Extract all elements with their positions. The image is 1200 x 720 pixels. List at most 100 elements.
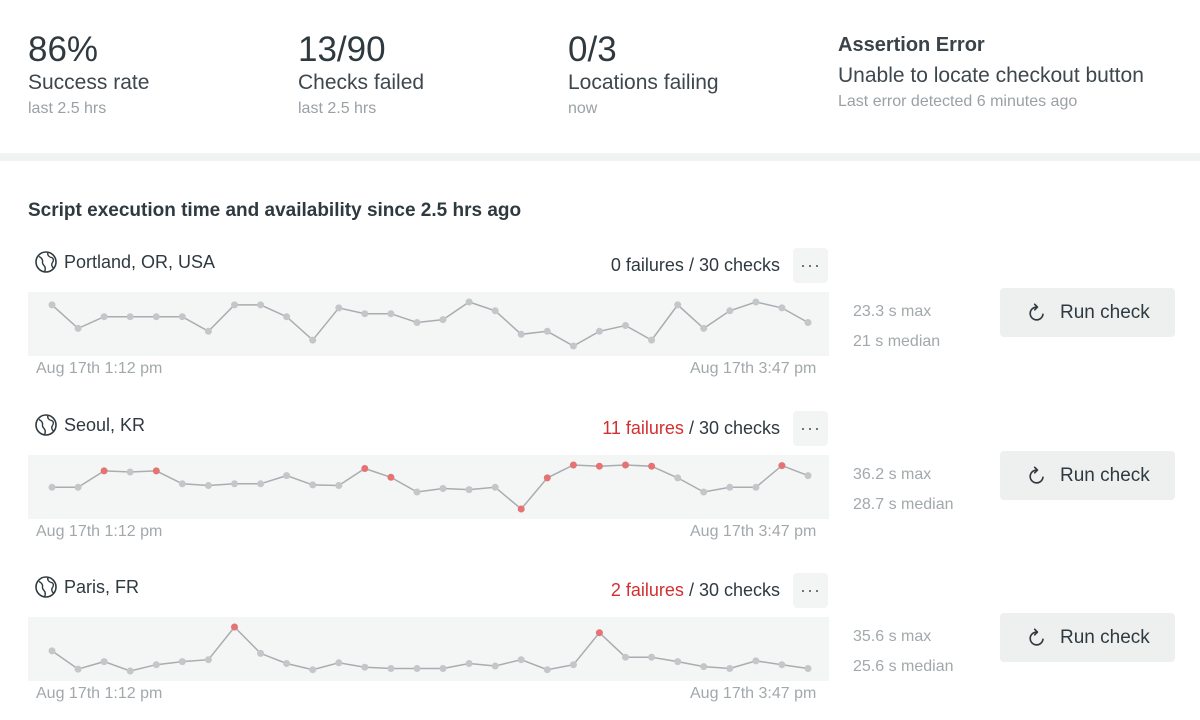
date-end: Aug 17th 3:47 pm — [690, 685, 817, 702]
check-point[interactable] — [543, 327, 551, 335]
check-point[interactable] — [178, 313, 186, 321]
check-point[interactable] — [335, 659, 343, 667]
check-point[interactable] — [752, 483, 760, 491]
check-point[interactable] — [439, 485, 447, 492]
check-point-failed[interactable] — [778, 462, 786, 470]
check-point[interactable] — [648, 653, 656, 661]
check-point[interactable] — [595, 327, 603, 335]
check-point[interactable] — [48, 301, 56, 309]
check-point[interactable] — [48, 647, 56, 655]
check-point[interactable] — [700, 488, 708, 496]
check-point[interactable] — [283, 660, 291, 667]
check-point[interactable] — [491, 662, 499, 670]
check-point[interactable] — [257, 649, 265, 657]
check-point-failed[interactable] — [100, 467, 108, 475]
check-point[interactable] — [726, 665, 734, 672]
check-point[interactable] — [204, 656, 212, 664]
check-point[interactable] — [257, 480, 265, 488]
check-point[interactable] — [204, 482, 212, 489]
check-point[interactable] — [752, 657, 760, 665]
check-point[interactable] — [152, 313, 160, 321]
check-point[interactable] — [517, 656, 525, 664]
check-point[interactable] — [387, 665, 395, 672]
run-check-button[interactable]: Run check — [1000, 288, 1175, 337]
more-options-button[interactable]: ··· — [793, 248, 828, 283]
check-point[interactable] — [283, 472, 291, 480]
check-point-failed[interactable] — [648, 462, 656, 470]
check-point[interactable] — [622, 653, 629, 661]
check-point[interactable] — [178, 658, 186, 666]
run-check-button[interactable]: Run check — [1000, 451, 1175, 500]
more-options-button[interactable]: ··· — [793, 411, 828, 446]
check-point-failed[interactable] — [387, 473, 395, 481]
check-point-failed[interactable] — [595, 462, 603, 470]
check-point[interactable] — [569, 342, 577, 350]
check-point-failed[interactable] — [622, 461, 629, 469]
check-point[interactable] — [74, 483, 82, 491]
check-point[interactable] — [413, 665, 421, 672]
check-point[interactable] — [413, 488, 421, 496]
check-point-failed[interactable] — [517, 505, 525, 513]
location-row: Seoul, KR 11 failures / 30 checks ··· Au… — [0, 411, 1200, 573]
check-point[interactable] — [309, 336, 317, 344]
check-point[interactable] — [700, 324, 708, 332]
check-point[interactable] — [74, 665, 82, 673]
section-divider — [0, 153, 1200, 161]
check-point[interactable] — [804, 665, 812, 672]
check-point[interactable] — [674, 474, 682, 482]
check-point[interactable] — [778, 304, 786, 312]
check-point-failed[interactable] — [152, 467, 160, 475]
check-point[interactable] — [387, 310, 395, 318]
check-point[interactable] — [778, 661, 786, 669]
check-point[interactable] — [335, 482, 343, 489]
check-point[interactable] — [726, 307, 734, 315]
check-point[interactable] — [126, 468, 134, 476]
check-point[interactable] — [178, 480, 186, 488]
check-point[interactable] — [674, 658, 682, 666]
check-point[interactable] — [309, 481, 317, 489]
check-point[interactable] — [674, 301, 682, 309]
check-point[interactable] — [48, 483, 56, 491]
check-point[interactable] — [100, 313, 108, 321]
check-point[interactable] — [413, 319, 421, 326]
check-point[interactable] — [74, 324, 82, 332]
check-point[interactable] — [231, 480, 238, 488]
check-point[interactable] — [726, 483, 734, 491]
check-point[interactable] — [283, 313, 291, 321]
check-point[interactable] — [361, 663, 369, 671]
check-point-failed[interactable] — [361, 465, 369, 472]
check-point[interactable] — [491, 483, 499, 491]
check-point[interactable] — [231, 301, 238, 309]
check-point[interactable] — [752, 298, 760, 306]
check-point[interactable] — [648, 336, 656, 344]
check-point[interactable] — [543, 666, 551, 674]
check-point[interactable] — [465, 660, 473, 667]
check-point[interactable] — [804, 472, 812, 480]
check-point[interactable] — [804, 319, 812, 326]
check-point[interactable] — [491, 307, 499, 315]
check-point[interactable] — [439, 665, 447, 672]
check-point[interactable] — [126, 313, 134, 321]
more-options-button[interactable]: ··· — [793, 573, 828, 608]
run-check-button[interactable]: Run check — [1000, 613, 1175, 662]
check-point[interactable] — [335, 304, 343, 312]
check-point[interactable] — [700, 663, 708, 671]
check-point[interactable] — [439, 316, 447, 324]
check-point-failed[interactable] — [569, 461, 577, 469]
check-point[interactable] — [126, 667, 134, 675]
check-point[interactable] — [152, 661, 160, 669]
check-point[interactable] — [309, 666, 317, 674]
check-point[interactable] — [257, 301, 265, 309]
check-point[interactable] — [100, 658, 108, 666]
check-point-failed[interactable] — [595, 629, 603, 637]
check-point-failed[interactable] — [231, 623, 238, 631]
check-point[interactable] — [622, 322, 629, 329]
check-point[interactable] — [465, 486, 473, 494]
check-point[interactable] — [517, 330, 525, 338]
check-point[interactable] — [361, 310, 369, 318]
check-point[interactable] — [569, 661, 577, 669]
check-point[interactable] — [465, 298, 473, 306]
check-point-failed[interactable] — [543, 474, 551, 482]
series-line — [52, 464, 809, 511]
check-point[interactable] — [204, 327, 212, 335]
